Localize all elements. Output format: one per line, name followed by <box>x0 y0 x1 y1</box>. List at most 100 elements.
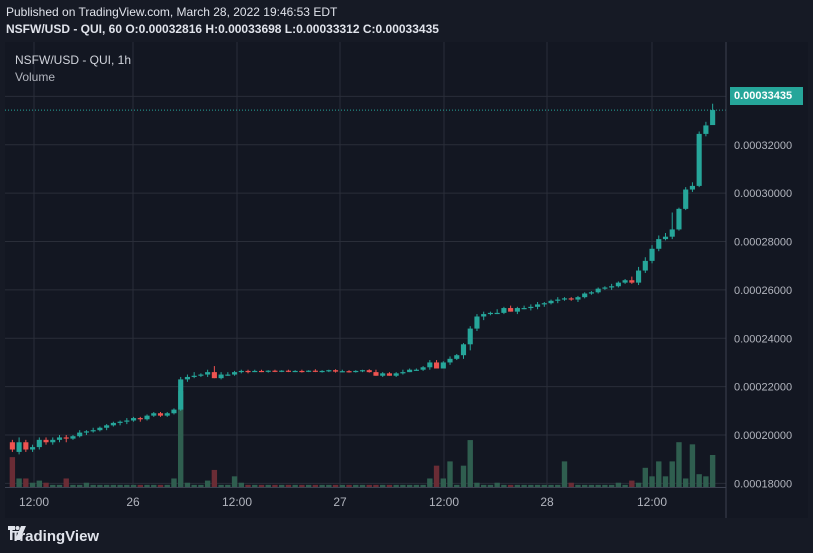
candle-body <box>622 280 628 283</box>
volume-bar <box>171 478 177 487</box>
candle-body <box>238 370 244 373</box>
candle-body <box>104 425 110 428</box>
candle-body <box>312 370 318 372</box>
volume-bar <box>77 484 83 487</box>
candle-body <box>366 370 372 373</box>
candle-body <box>481 314 487 317</box>
candle-body <box>393 373 399 376</box>
volume-bar <box>50 484 56 487</box>
ohlc-readout: NSFW/USD - QUI, 60 O:0.00032816 H:0.0003… <box>6 22 439 36</box>
candle-body <box>164 413 170 416</box>
volume-bar <box>433 465 440 487</box>
volume-bar <box>568 482 574 487</box>
candle-body <box>30 447 36 450</box>
volume-bar <box>204 480 211 487</box>
volume-bar <box>70 484 76 487</box>
candle-body <box>447 358 453 363</box>
volume-bar <box>561 461 568 487</box>
candle-body <box>63 437 69 439</box>
candle-body <box>548 300 554 304</box>
candle-body <box>561 298 568 300</box>
candle-body <box>333 370 339 372</box>
candle-body <box>528 306 534 309</box>
volume-bar <box>696 474 702 487</box>
candle-body <box>131 418 137 421</box>
candle-body <box>568 298 574 300</box>
time-tick-label: 12:00 <box>429 495 459 509</box>
symbol-legend: NSFW/USD - QUI, 1h <box>15 53 132 67</box>
volume-bar <box>622 484 628 487</box>
candle-body <box>555 299 561 301</box>
candle-body <box>258 370 265 373</box>
tradingview-brand: TradingView <box>11 527 100 545</box>
candle-body <box>373 372 379 376</box>
volume-bar <box>588 484 595 487</box>
candle-body <box>474 316 480 329</box>
volume-bar <box>608 484 615 487</box>
volume-bar <box>541 484 547 487</box>
candle-body <box>582 293 588 298</box>
candle-body <box>56 437 63 440</box>
volume-bar <box>386 484 393 487</box>
volume-bar <box>16 478 22 487</box>
volume-bar <box>481 484 487 487</box>
volume-bar <box>29 482 36 487</box>
footer[interactable]: TradingView <box>6 526 99 546</box>
volume-bar <box>427 478 433 487</box>
volume-bar <box>124 484 130 487</box>
volume-bar <box>440 478 446 487</box>
candle-body <box>198 374 204 376</box>
volume-bar <box>231 476 238 487</box>
volume-bar <box>184 482 191 487</box>
volume-bar <box>319 484 325 487</box>
time-tick-label: 26 <box>126 495 140 509</box>
candle-body <box>703 125 709 134</box>
volume-bar <box>359 484 366 487</box>
volume-bar <box>312 484 319 487</box>
volume-bar <box>353 484 359 487</box>
candle-body <box>225 374 231 376</box>
volume-bar <box>474 482 480 487</box>
candle-body <box>501 308 507 313</box>
volume-bar <box>595 484 601 487</box>
candle-body <box>346 371 352 373</box>
candle-body <box>595 288 601 293</box>
price-axis: 0.00018000 0.00020000 0.00022000 0.00024000… <box>734 91 792 490</box>
volume-bar <box>191 484 197 487</box>
candle-body <box>588 292 594 294</box>
volume-bar <box>279 484 285 487</box>
candle-body <box>137 418 143 420</box>
volume-bar <box>56 484 63 487</box>
candle-body <box>407 369 413 373</box>
candle-body <box>696 133 702 186</box>
volume-bar <box>507 484 514 487</box>
volume-bar <box>615 482 622 487</box>
volume-bar <box>258 484 265 487</box>
chart-panel[interactable] <box>5 42 808 518</box>
price-tick-label: 0.00028000 <box>734 237 792 249</box>
volume-bar <box>420 484 426 487</box>
candle-body <box>171 409 177 414</box>
volume-bar <box>373 484 379 487</box>
volume-bar <box>285 484 292 487</box>
volume-bar <box>521 484 527 487</box>
candle-body <box>339 371 345 373</box>
candle-body <box>9 442 15 450</box>
volume-bar <box>218 484 224 487</box>
candle-body <box>184 376 190 380</box>
time-axis: 12:00 26 12:00 27 12:00 28 12:00 <box>19 495 667 509</box>
candle-body <box>232 372 238 375</box>
candle-body <box>83 431 89 433</box>
candle-body <box>575 297 581 300</box>
volume-bar <box>689 444 696 487</box>
volume-bar <box>662 476 669 487</box>
volume-bar <box>534 484 541 487</box>
volume-bar <box>117 484 123 487</box>
candle-body <box>642 260 648 271</box>
candle-body <box>90 430 96 432</box>
candle-body <box>157 413 164 416</box>
candle-body <box>178 379 184 410</box>
volume-bar <box>157 484 164 487</box>
volume-bar <box>413 484 420 487</box>
